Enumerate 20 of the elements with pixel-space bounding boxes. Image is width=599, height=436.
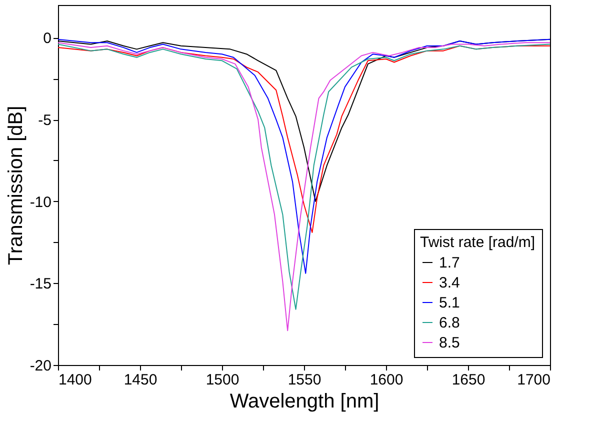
y-tick-label: -15 (30, 276, 52, 293)
y-tick-label: -10 (30, 194, 52, 211)
x-tick-label: 1450 (124, 372, 158, 388)
x-axis-title: Wavelength [nm] (230, 390, 380, 412)
y-tick-label: 0 (43, 30, 52, 48)
legend-label: 3.4 (439, 274, 460, 292)
legend-label: 8.5 (439, 334, 460, 352)
y-axis-title: Transmission [dB] (4, 106, 27, 266)
x-tick-label: 1400 (58, 372, 92, 388)
x-tick-label: 1650 (452, 372, 486, 388)
x-tick-label: 1600 (370, 372, 404, 388)
x-tick-label: 1500 (206, 372, 240, 388)
x-tick-label: 1550 (288, 372, 322, 388)
legend-title: Twist rate [rad/m] (420, 234, 536, 251)
legend-label: 6.8 (439, 314, 460, 332)
legend-label: 1.7 (439, 254, 460, 272)
y-tick-label: -20 (30, 358, 52, 374)
x-tick-label: 1700 (517, 372, 550, 388)
y-tick-label: -5 (38, 112, 52, 130)
legend-label: 5.1 (439, 294, 460, 312)
